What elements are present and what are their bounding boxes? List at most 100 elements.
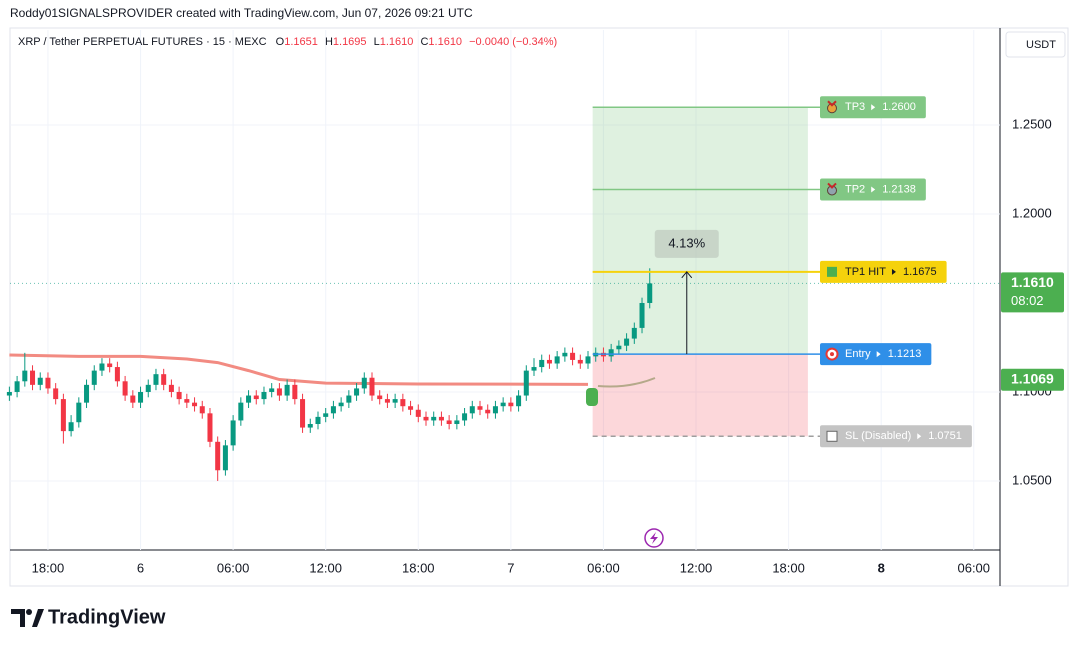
level-name: TP1 HIT xyxy=(845,266,886,278)
candle-body xyxy=(207,413,213,442)
move-arrow-head xyxy=(681,271,693,279)
level-icon xyxy=(827,266,837,277)
candle-body xyxy=(354,388,360,396)
logo-mark xyxy=(32,609,44,627)
level-value: 1.2600 xyxy=(882,101,916,113)
level-label: TP1 HIT 1.1675 xyxy=(820,260,947,283)
legend-key: L xyxy=(374,36,380,48)
candle-body xyxy=(323,413,329,417)
percent-label: 4.13% xyxy=(668,235,705,250)
candle-body xyxy=(431,416,437,421)
level-label: TP2 1.2138 xyxy=(820,178,926,201)
candle-body xyxy=(145,384,151,392)
x-tick-label: 6 xyxy=(137,560,144,575)
plot: TP3 1.2600 TP2 1.2138 TP1 HIT 1.1675 Entry 1.12… xyxy=(6,30,1000,550)
candle-body xyxy=(577,359,583,364)
candle-body xyxy=(176,391,182,400)
candle-body xyxy=(570,352,576,360)
legend-value: 1.1610 xyxy=(380,36,414,48)
trail-curve xyxy=(597,377,656,388)
candle-body xyxy=(408,406,414,410)
logo-mark xyxy=(11,609,25,627)
candle-body xyxy=(168,384,174,392)
candle-body xyxy=(485,409,491,414)
candle-body xyxy=(292,384,298,400)
candle-body xyxy=(91,370,97,385)
candle-body xyxy=(84,384,90,403)
candle-body xyxy=(284,384,290,396)
candle-body xyxy=(585,356,591,364)
candle-body xyxy=(222,445,228,471)
level-value: 1.1675 xyxy=(903,266,937,278)
candle-body xyxy=(60,399,66,432)
candle-body xyxy=(276,388,282,396)
candle-body xyxy=(438,416,444,421)
x-tick-label: 06:00 xyxy=(587,560,620,575)
candle-body xyxy=(300,399,306,428)
level-label: Entry 1.1213 xyxy=(820,343,932,366)
candle-body xyxy=(477,406,483,410)
candle-body xyxy=(45,377,51,389)
x-tick-label: 7 xyxy=(507,560,514,575)
candle-body xyxy=(307,424,313,428)
level-separator xyxy=(876,351,881,358)
candle-body xyxy=(500,402,506,407)
price-label-bg xyxy=(1001,368,1064,391)
candle-body xyxy=(631,327,637,339)
candle-body xyxy=(192,402,198,407)
candle-body xyxy=(246,395,252,403)
currency-button[interactable] xyxy=(1005,31,1066,58)
candle-body xyxy=(546,359,552,364)
candle-body xyxy=(107,363,113,368)
countdown: 08:02 xyxy=(1011,293,1044,308)
candle-body xyxy=(392,399,398,403)
candle-body xyxy=(130,395,136,403)
legend: XRP / Tether PERPETUAL FUTURES · 15 · ME… xyxy=(18,36,557,48)
candle-body xyxy=(608,349,614,357)
candle-body xyxy=(122,381,128,396)
legend-key: O xyxy=(276,36,285,48)
level-label-bg xyxy=(820,260,947,283)
x-tick-label: 12:00 xyxy=(680,560,713,575)
level-separator xyxy=(871,104,876,111)
candle-body xyxy=(114,367,120,382)
level-name: Entry xyxy=(845,348,871,360)
candle-body xyxy=(639,302,645,328)
x-tick-label: 12:00 xyxy=(309,560,342,575)
candle-body xyxy=(624,338,630,346)
level-label-bg xyxy=(820,425,972,448)
level-label-bg xyxy=(820,343,932,366)
candle-body xyxy=(215,441,221,471)
candle-body xyxy=(68,422,74,432)
level-name: TP2 xyxy=(845,183,865,195)
legend-key: H xyxy=(325,36,333,48)
candle-body xyxy=(22,370,28,382)
candle-body xyxy=(423,416,429,421)
legend-value: 1.1651 xyxy=(284,36,318,48)
candle-body xyxy=(99,363,105,371)
logo-mark xyxy=(26,609,32,615)
candle-body xyxy=(315,416,321,425)
level-icon xyxy=(827,185,837,196)
candle-body xyxy=(516,395,522,407)
y-tick-label: 1.2500 xyxy=(1012,116,1052,131)
candle-body xyxy=(261,391,267,400)
x-tick-label: 06:00 xyxy=(957,560,990,575)
candle-body xyxy=(269,388,275,392)
candle-body xyxy=(523,370,529,396)
candle-body xyxy=(76,402,82,423)
price-label: 1.1069 xyxy=(1011,370,1054,386)
currency: USDT xyxy=(1026,39,1056,51)
price-label-bg xyxy=(1001,272,1064,313)
candle-body xyxy=(153,374,159,385)
y-tick-label: 1.2000 xyxy=(1012,205,1052,220)
candle-body xyxy=(446,420,452,425)
event-bolt xyxy=(650,532,658,544)
candle-body xyxy=(37,377,43,385)
legend-key: C xyxy=(420,36,428,48)
candle-body xyxy=(53,388,59,400)
legend-value: 1.1695 xyxy=(333,36,367,48)
level-icon xyxy=(830,352,834,357)
candle-body xyxy=(6,391,12,396)
level-value: 1.2138 xyxy=(882,183,916,195)
